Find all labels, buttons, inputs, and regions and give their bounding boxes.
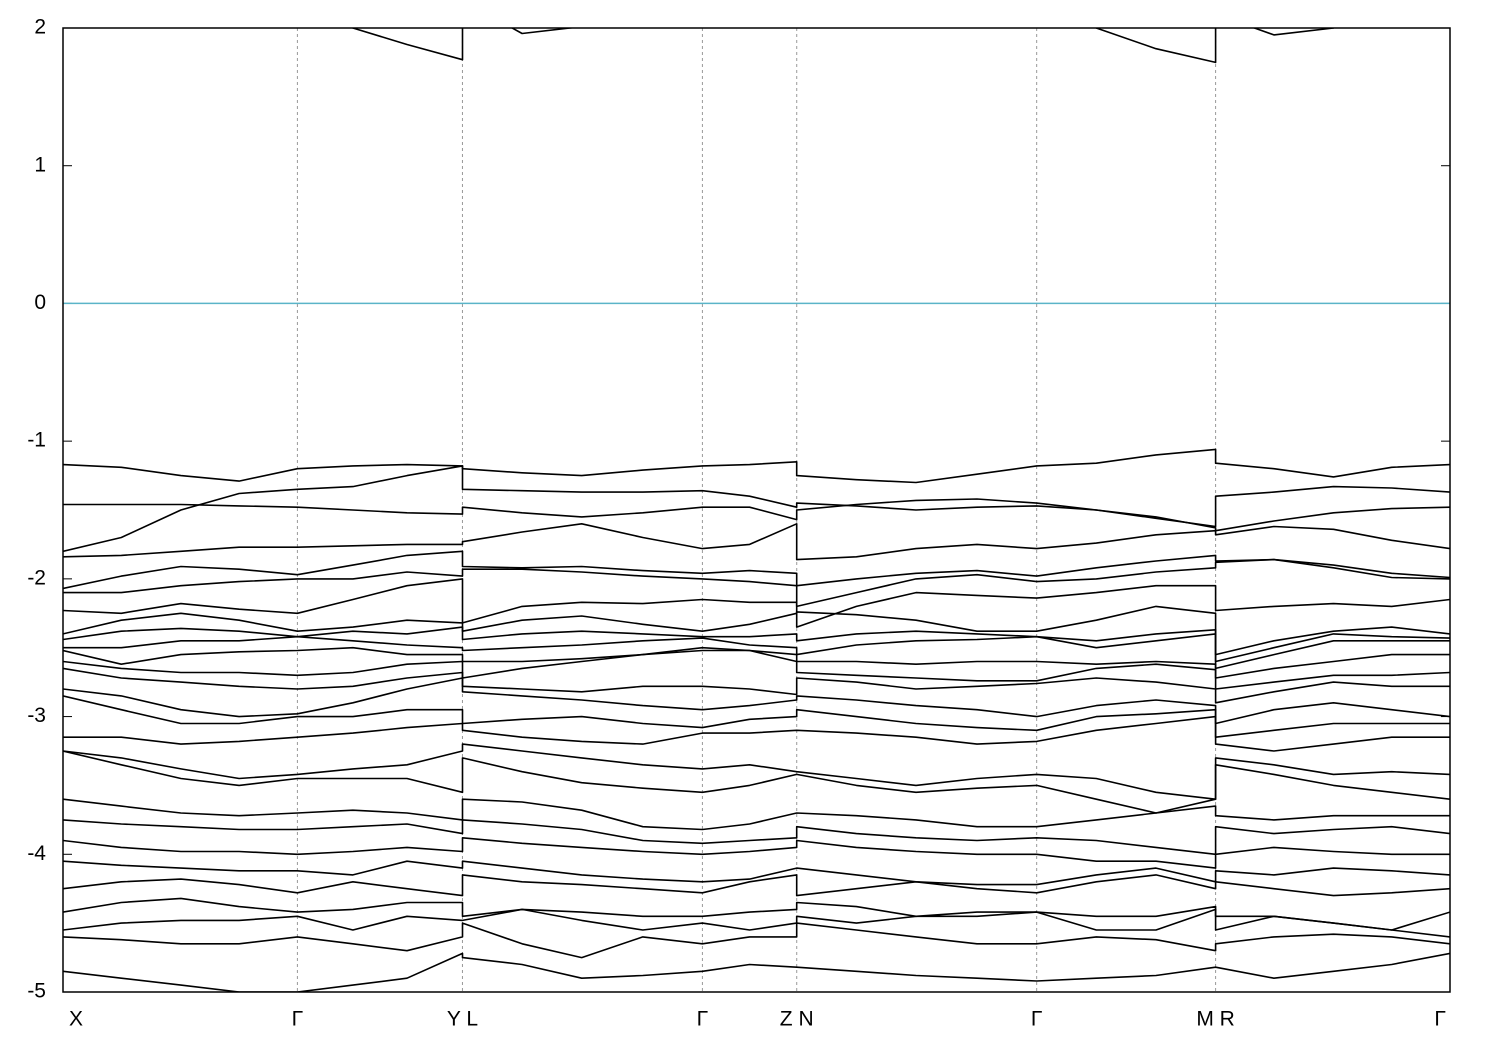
y-tick-label: 1 — [34, 153, 46, 176]
x-tick-label: Γ — [697, 1008, 709, 1031]
band-line — [63, 633, 1450, 670]
band-line — [63, 523, 1450, 561]
x-tick-label: X — [69, 1008, 83, 1031]
band-line — [63, 952, 1450, 992]
band-line — [63, 578, 1450, 628]
x-tick-label: Z N — [780, 1008, 814, 1031]
band-line — [63, 860, 1450, 886]
band-line — [63, 874, 1450, 897]
y-tick-label: -3 — [27, 704, 46, 727]
band-line — [63, 667, 1450, 704]
y-tick-label: -4 — [27, 842, 46, 865]
y-tick-label: -1 — [27, 429, 46, 452]
x-tick-label: Y L — [447, 1008, 478, 1031]
band-line — [63, 550, 1450, 590]
x-tick-label: Γ — [1434, 1008, 1446, 1031]
band-line — [63, 922, 1450, 959]
band-line — [63, 649, 1450, 690]
band-line — [63, 819, 1450, 856]
band-line — [63, 750, 1450, 814]
band-line — [63, 465, 1450, 553]
y-tick-label: 0 — [34, 291, 46, 314]
band-line — [63, 448, 1450, 484]
x-tick-label: Γ — [1031, 1008, 1043, 1031]
y-tick-label: 2 — [34, 16, 46, 39]
band-line — [63, 498, 1450, 532]
band-line — [63, 798, 1450, 831]
band-line — [63, 558, 1450, 608]
band-line — [351, 28, 1335, 64]
band-line — [63, 837, 1450, 869]
y-tick-label: -5 — [27, 980, 46, 1003]
x-tick-label: Γ — [292, 1008, 304, 1031]
plot-frame — [62, 27, 1451, 993]
band-line — [63, 715, 1450, 752]
bands — [63, 28, 1450, 992]
y-tick-label: -2 — [27, 566, 46, 589]
x-tick-label: M R — [1196, 1008, 1235, 1031]
